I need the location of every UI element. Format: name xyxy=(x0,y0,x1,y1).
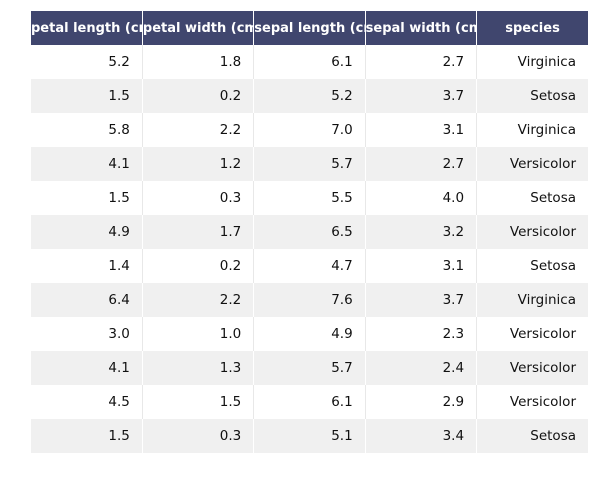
table-cell: 5.1 xyxy=(253,419,366,453)
table-cell: 1.3 xyxy=(142,351,255,385)
table-cell: 0.2 xyxy=(142,249,255,283)
table-cell: 6.4 xyxy=(31,283,143,317)
table-cell: 5.2 xyxy=(253,79,366,113)
table-cell: Versicolor xyxy=(476,215,588,249)
table-cell: Versicolor xyxy=(476,351,588,385)
table-cell: 1.5 xyxy=(31,79,143,113)
table-cell: 1.0 xyxy=(142,317,255,351)
table-cell: Versicolor xyxy=(476,317,588,351)
table-cell: 5.5 xyxy=(253,181,366,215)
header-row: petal length (cm)petal width (cm)sepal l… xyxy=(31,11,588,45)
table-row: 1.5 0.3 5.1 3.4 Setosa xyxy=(31,419,588,453)
table-cell: 4.5 xyxy=(31,385,143,419)
data-table-container: petal length (cm)petal width (cm)sepal l… xyxy=(31,11,588,453)
table-cell: 4.1 xyxy=(31,351,143,385)
table-cell: 1.8 xyxy=(142,45,255,79)
table-cell: Virginica xyxy=(476,45,588,79)
table-cell: 2.9 xyxy=(365,385,478,419)
table-cell: 1.2 xyxy=(142,147,255,181)
table-cell: 3.7 xyxy=(365,283,478,317)
table-cell: Setosa xyxy=(476,79,588,113)
table-cell: Versicolor xyxy=(476,147,588,181)
column-header: sepal length (cm) xyxy=(253,11,366,45)
table-cell: 1.5 xyxy=(31,181,143,215)
column-header: petal width (cm) xyxy=(142,11,255,45)
table-row: 1.5 0.3 5.5 4.0 Setosa xyxy=(31,181,588,215)
table-cell: 2.2 xyxy=(142,283,255,317)
column-header: species xyxy=(476,11,588,45)
table-cell: 5.2 xyxy=(31,45,143,79)
table-cell: Setosa xyxy=(476,249,588,283)
table-row: 3.0 1.0 4.9 2.3 Versicolor xyxy=(31,317,588,351)
column-header: petal length (cm) xyxy=(31,11,143,45)
iris-data-table: petal length (cm)petal width (cm)sepal l… xyxy=(31,11,588,453)
table-cell: 2.3 xyxy=(365,317,478,351)
table-cell: 2.4 xyxy=(365,351,478,385)
table-cell: 2.7 xyxy=(365,147,478,181)
table-cell: Virginica xyxy=(476,113,588,147)
column-header-label: petal length (cm) xyxy=(31,20,141,36)
table-row: 6.4 2.2 7.6 3.7 Virginica xyxy=(31,283,588,317)
table-cell: 1.7 xyxy=(142,215,255,249)
table-cell: 6.5 xyxy=(253,215,366,249)
table-cell: 1.4 xyxy=(31,249,143,283)
table-cell: 4.1 xyxy=(31,147,143,181)
table-cell: 3.1 xyxy=(365,113,478,147)
table-cell: Setosa xyxy=(476,419,588,453)
table-cell: 0.3 xyxy=(142,181,255,215)
table-cell: 6.1 xyxy=(253,45,366,79)
table-cell: 3.2 xyxy=(365,215,478,249)
table-cell: 4.9 xyxy=(31,215,143,249)
table-cell: 3.0 xyxy=(31,317,143,351)
table-cell: 7.0 xyxy=(253,113,366,147)
table-row: 4.1 1.3 5.7 2.4 Versicolor xyxy=(31,351,588,385)
table-cell: 2.2 xyxy=(142,113,255,147)
table-cell: 3.1 xyxy=(365,249,478,283)
table-cell: 1.5 xyxy=(142,385,255,419)
table-cell: 4.7 xyxy=(253,249,366,283)
table-cell: 5.8 xyxy=(31,113,143,147)
table-row: 1.4 0.2 4.7 3.1 Setosa xyxy=(31,249,588,283)
column-header-label: petal width (cm) xyxy=(142,20,254,36)
table-row: 5.8 2.2 7.0 3.1 Virginica xyxy=(31,113,588,147)
column-header-label: sepal width (cm) xyxy=(365,20,477,36)
column-header-label: species xyxy=(505,20,560,36)
table-cell: 0.2 xyxy=(142,79,255,113)
table-cell: 4.9 xyxy=(253,317,366,351)
table-row: 4.1 1.2 5.7 2.7 Versicolor xyxy=(31,147,588,181)
table-row: 4.9 1.7 6.5 3.2 Versicolor xyxy=(31,215,588,249)
table-cell: 5.7 xyxy=(253,147,366,181)
table-row: 1.5 0.2 5.2 3.7 Setosa xyxy=(31,79,588,113)
table-cell: 1.5 xyxy=(31,419,143,453)
table-row: 4.5 1.5 6.1 2.9 Versicolor xyxy=(31,385,588,419)
table-cell: 0.3 xyxy=(142,419,255,453)
table-body: 5.2 1.8 6.1 2.7 Virginica 1.5 0.2 5.2 3.7 Setosa 5… xyxy=(31,45,588,453)
table-cell: 4.0 xyxy=(365,181,478,215)
table-row: 5.2 1.8 6.1 2.7 Virginica xyxy=(31,45,588,79)
table-cell: 3.4 xyxy=(365,419,478,453)
table-cell: 5.7 xyxy=(253,351,366,385)
table-cell: Versicolor xyxy=(476,385,588,419)
column-header-label: sepal length (cm) xyxy=(254,20,364,36)
table-header: petal length (cm)petal width (cm)sepal l… xyxy=(31,11,588,45)
table-cell: 6.1 xyxy=(253,385,366,419)
table-cell: Virginica xyxy=(476,283,588,317)
table-cell: 3.7 xyxy=(365,79,478,113)
table-cell: 7.6 xyxy=(253,283,366,317)
table-cell: Setosa xyxy=(476,181,588,215)
table-cell: 2.7 xyxy=(365,45,478,79)
column-header: sepal width (cm) xyxy=(365,11,478,45)
